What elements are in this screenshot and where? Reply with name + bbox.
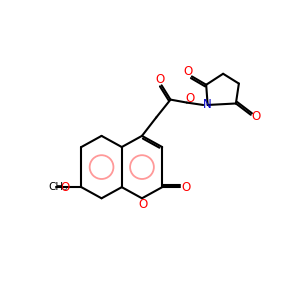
Text: O: O bbox=[60, 181, 70, 194]
Text: CH₃: CH₃ bbox=[48, 182, 68, 192]
Text: O: O bbox=[181, 181, 190, 194]
Text: O: O bbox=[185, 92, 194, 105]
Text: O: O bbox=[138, 198, 148, 211]
Text: O: O bbox=[252, 110, 261, 123]
Text: O: O bbox=[155, 73, 164, 86]
Text: N: N bbox=[203, 98, 212, 111]
Text: O: O bbox=[183, 65, 193, 78]
